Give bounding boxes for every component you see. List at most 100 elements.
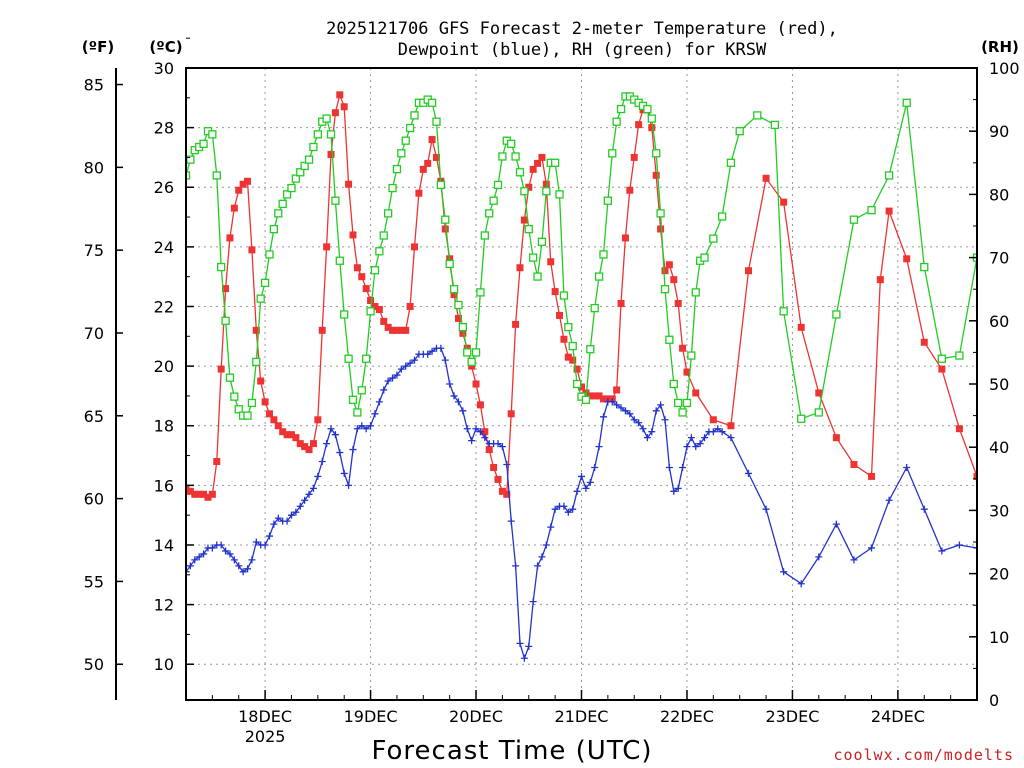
dewpoint-point xyxy=(498,443,506,451)
rh-point xyxy=(656,209,665,218)
temperature-point xyxy=(419,165,427,173)
dewpoint-point xyxy=(679,463,687,471)
dewpoint-point xyxy=(569,505,577,513)
dewpoint-point xyxy=(402,362,410,370)
rh-point xyxy=(797,414,806,423)
rh-point xyxy=(405,123,415,133)
dewpoint-point xyxy=(727,434,735,442)
temperature-point xyxy=(955,425,963,433)
rh-point xyxy=(660,285,670,294)
dewpoint-point xyxy=(411,356,419,364)
temperature-point xyxy=(551,288,559,296)
temperature-point xyxy=(314,416,322,424)
dewpoint-point xyxy=(692,443,700,451)
dewpoint-point xyxy=(222,547,230,555)
dewpoint-point xyxy=(547,523,555,531)
x-tick-label: 20DEC xyxy=(449,707,503,726)
rh-point xyxy=(520,187,529,196)
rh-point xyxy=(507,139,516,148)
temperature-point xyxy=(657,225,665,233)
rh-point xyxy=(779,307,788,316)
rh-point xyxy=(717,212,727,221)
celsius-tick-label: 26 xyxy=(154,178,174,197)
rh-point xyxy=(709,234,718,243)
rh-point xyxy=(348,395,358,404)
dewpoint-point xyxy=(345,481,353,489)
temperature-point xyxy=(476,401,484,409)
rh-point xyxy=(335,256,344,265)
temperature-point xyxy=(498,487,506,495)
temperature-point xyxy=(239,180,247,188)
temperature-point xyxy=(503,490,511,498)
dewpoint-point xyxy=(230,556,238,564)
temperature-point xyxy=(459,329,467,337)
dewpoint-point xyxy=(542,541,550,549)
rh-point xyxy=(458,322,468,332)
rh-point xyxy=(265,250,274,259)
celsius-tick-label: 12 xyxy=(154,596,174,615)
temperature-point xyxy=(424,159,432,167)
dewpoint-point xyxy=(384,377,392,385)
temperature-point xyxy=(248,246,256,254)
rh-point xyxy=(529,253,538,262)
temperature-point xyxy=(292,434,300,442)
dewpoint-point xyxy=(305,490,313,498)
dewpoint-point xyxy=(371,410,379,418)
rh-point xyxy=(353,408,362,417)
rh-point xyxy=(313,130,322,139)
dewpoint-point xyxy=(367,422,375,430)
dewpoint-point xyxy=(476,428,484,436)
fahrenheit-tick-label: 85 xyxy=(84,76,104,95)
rh-tick-label: 20 xyxy=(989,565,1009,584)
rh-point xyxy=(572,379,582,389)
chart-title-line1: 2025121706 GFS Forecast 2-meter Temperat… xyxy=(326,19,838,39)
dewpoint-point xyxy=(226,550,234,558)
rh-point xyxy=(687,351,696,360)
temperature-point xyxy=(371,302,379,310)
dewpoint-point xyxy=(265,532,273,540)
dewpoint-point xyxy=(630,416,638,424)
temperature-point xyxy=(538,153,546,161)
rh-point xyxy=(498,152,507,161)
temperature-point xyxy=(727,422,735,430)
dewpoint-point xyxy=(516,639,524,647)
temperature-point xyxy=(261,398,269,406)
dewpoint-point xyxy=(503,460,511,468)
temperature-point xyxy=(358,273,366,281)
rh-point xyxy=(287,183,296,193)
dewpoint-series xyxy=(186,344,977,662)
rh-point xyxy=(300,161,309,171)
rh-point xyxy=(221,316,230,325)
temperature-point xyxy=(230,204,238,212)
temperature-point xyxy=(595,392,603,400)
celsius-tick-label: 22 xyxy=(154,297,174,316)
temperature-point xyxy=(287,431,295,439)
temperature-point xyxy=(692,389,700,397)
temperature-point xyxy=(599,395,607,403)
temperature-point xyxy=(389,326,397,334)
x-tick-label: 24DEC xyxy=(871,707,925,726)
plot-area xyxy=(186,91,977,662)
temperature-point xyxy=(441,225,449,233)
dewpoint-point xyxy=(406,359,414,367)
rh-point xyxy=(445,259,454,269)
rh-point xyxy=(282,190,292,199)
dewpoint-point xyxy=(336,449,344,457)
rh-point xyxy=(603,196,613,205)
rh-point xyxy=(362,354,371,363)
fahrenheit-tick-label: 60 xyxy=(84,490,104,509)
dewpoint-point xyxy=(274,514,282,522)
x-tick-label: 18DEC xyxy=(238,707,292,726)
dewpoint-point xyxy=(301,496,309,504)
fahrenheit-tick-label: 50 xyxy=(84,655,104,674)
temperature-point xyxy=(709,416,717,424)
rh-point xyxy=(612,117,621,126)
rh-point xyxy=(357,386,366,395)
rh-point xyxy=(616,104,626,114)
rh-point xyxy=(432,117,441,126)
dewpoint-point xyxy=(564,508,572,516)
temperature-point xyxy=(305,446,313,454)
rh-point xyxy=(511,152,520,161)
rh-point xyxy=(902,98,911,107)
temperature-point xyxy=(512,320,520,328)
